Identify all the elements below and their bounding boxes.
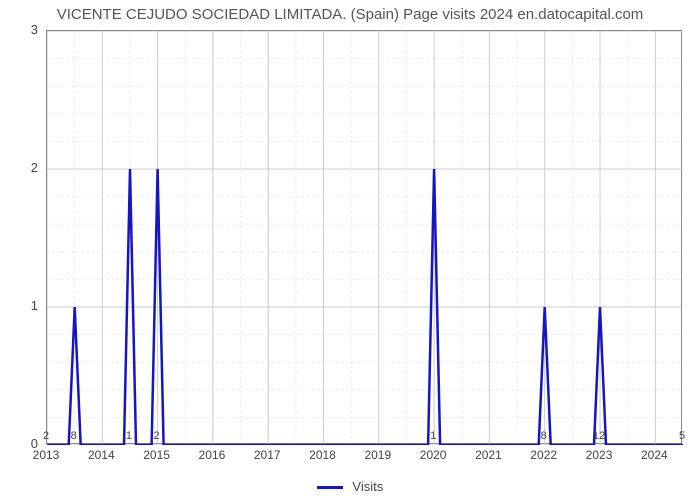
data-point-label: 12 — [584, 430, 614, 442]
x-tick-label: 2015 — [131, 448, 183, 462]
data-point-label: 2 — [142, 430, 172, 442]
x-tick-label: 2017 — [241, 448, 293, 462]
x-tick-label: 2014 — [75, 448, 127, 462]
chart-container: VICENTE CEJUDO SOCIEDAD LIMITADA. (Spain… — [0, 0, 700, 500]
plot-area — [46, 30, 682, 444]
x-tick-label: 2022 — [518, 448, 570, 462]
data-point-label: 2 — [31, 430, 61, 442]
y-tick-label: 3 — [10, 22, 38, 37]
x-tick-label: 2018 — [297, 448, 349, 462]
legend-label: Visits — [352, 479, 383, 494]
data-point-label: 5 — [667, 430, 697, 442]
data-point-label: 1 — [114, 430, 144, 442]
data-point-label: 8 — [529, 430, 559, 442]
y-tick-label: 1 — [10, 298, 38, 313]
y-tick-label: 2 — [10, 160, 38, 175]
x-tick-label: 2024 — [628, 448, 680, 462]
data-point-label: 1 — [418, 430, 448, 442]
x-tick-label: 2020 — [407, 448, 459, 462]
x-tick-label: 2013 — [20, 448, 72, 462]
x-tick-label: 2021 — [462, 448, 514, 462]
x-tick-label: 2016 — [186, 448, 238, 462]
x-tick-label: 2023 — [573, 448, 625, 462]
data-point-label: 8 — [59, 430, 89, 442]
plot-svg — [47, 31, 683, 445]
x-tick-label: 2019 — [352, 448, 404, 462]
legend-swatch — [317, 486, 343, 489]
chart-title: VICENTE CEJUDO SOCIEDAD LIMITADA. (Spain… — [0, 6, 700, 23]
legend: Visits — [0, 479, 700, 494]
